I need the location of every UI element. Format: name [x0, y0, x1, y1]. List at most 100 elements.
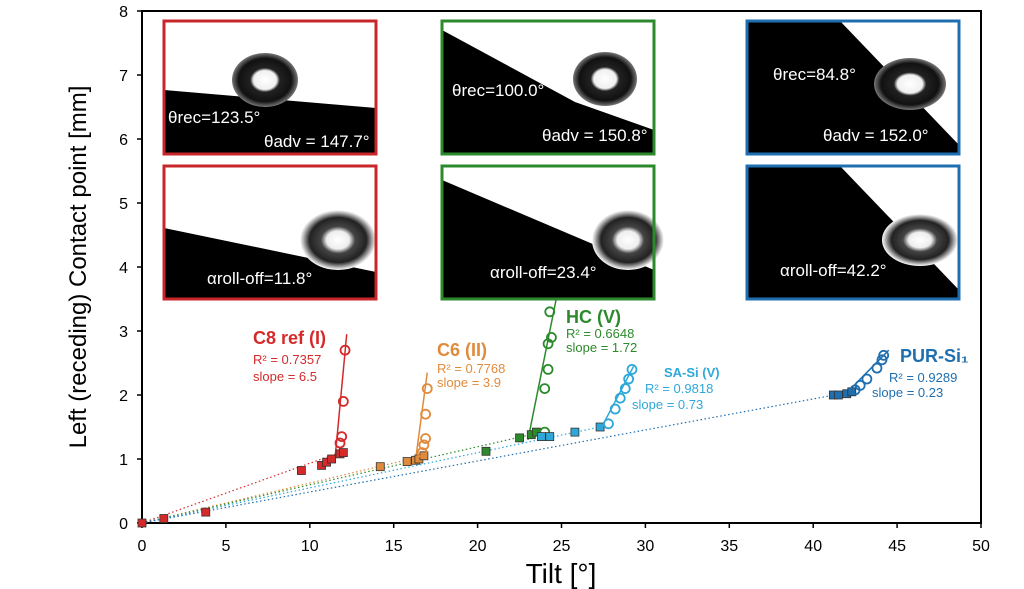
inset-2-label-rec: θrec=100.0°: [452, 81, 544, 100]
fit-line-origin: [141, 450, 344, 524]
series-slope-c6: slope = 3.9: [437, 375, 501, 390]
x-tick-label: 40: [804, 538, 822, 555]
inset-c8-tilted: [162, 19, 378, 156]
inset-1-label-adv: θadv = 147.7°: [264, 132, 370, 151]
inset-1-label-rec: θrec=123.5°: [168, 108, 260, 127]
data-point-circle: [334, 437, 346, 449]
data-point-square: [137, 518, 147, 528]
inset-photos: θrec=123.5° θadv = 147.7° θrec=100.0° θa…: [162, 19, 961, 301]
data-point-circle: [609, 403, 621, 415]
data-point-circle: [854, 379, 866, 391]
data-point-square: [297, 466, 306, 475]
data-points: [137, 287, 890, 528]
data-point-circle: [614, 392, 626, 404]
series-slope-pursi: slope = 0.23: [872, 385, 943, 400]
data-point-circle: [339, 344, 351, 356]
y-axis-title: Left (receding) Contact point [mm]: [65, 86, 92, 449]
y-tick-label: 6: [119, 132, 128, 149]
y-tick-label: 1: [119, 452, 128, 469]
x-tick-label: 35: [720, 538, 738, 555]
data-point-circle: [546, 331, 557, 343]
x-tick-label: 10: [301, 538, 319, 555]
data-point-circle: [337, 395, 349, 407]
data-point-circle: [619, 383, 631, 395]
data-point-square: [481, 446, 491, 456]
inset-pur-tilted: [745, 19, 961, 156]
data-point-circle: [626, 363, 638, 375]
series-name-hc: HC (V): [566, 307, 621, 327]
fit-line-origin: [141, 432, 537, 524]
data-point-circle: [623, 373, 635, 385]
data-point-circle: [420, 408, 431, 420]
data-point-circle: [603, 418, 614, 430]
series-slope-c8: slope = 6.5: [253, 369, 317, 384]
inset-pur-rolloff: [745, 164, 961, 301]
y-tick-label: 2: [119, 388, 128, 405]
data-point-circle: [542, 363, 554, 375]
inset-5-label-rolloff: αroll-off=23.4°: [490, 263, 597, 282]
x-tick-label: 25: [553, 538, 571, 555]
data-point-circle: [420, 433, 431, 444]
inset-4-label-rolloff: αroll-off=11.8°: [207, 269, 312, 288]
inset-6-label-rolloff: αroll-off=42.2°: [780, 261, 887, 280]
y-tick-label: 4: [119, 260, 128, 277]
data-point-square: [375, 462, 385, 472]
series-r2-sasi: R² = 0.9818: [645, 381, 713, 396]
inset-2-label-adv: θadv = 150.8°: [542, 126, 648, 145]
series-name-c8: C8 ref (I): [253, 328, 326, 348]
data-point-circle: [539, 383, 551, 395]
data-point-circle: [336, 431, 348, 443]
data-point-square: [536, 432, 546, 442]
fit-lines: [141, 289, 890, 524]
data-point-circle: [416, 447, 428, 459]
data-point-square: [338, 448, 348, 458]
x-tick-label: 5: [221, 538, 230, 555]
x-tick-label: 0: [138, 538, 147, 555]
data-point-square: [159, 514, 169, 523]
series-name-pursi: PUR-Si₁: [900, 346, 968, 366]
x-tick-label: 50: [972, 538, 990, 555]
series-slope-hc: slope = 1.72: [566, 340, 637, 355]
x-tick-label: 30: [637, 538, 655, 555]
data-point-square: [545, 432, 555, 442]
y-tick-label: 3: [119, 324, 128, 341]
data-point-circle: [418, 439, 430, 451]
inset-hc-tilted: [440, 19, 656, 156]
inset-3-label-rec: θrec=84.8°: [773, 65, 856, 84]
y-tick-label: 5: [119, 196, 128, 213]
series-name-c6: C6 (II): [437, 340, 487, 360]
inset-hc-rolloff: [440, 164, 664, 301]
y-tick-label: 8: [119, 4, 128, 21]
data-point-circle: [421, 383, 433, 395]
x-tick-label: 15: [385, 538, 403, 555]
data-point-square: [595, 422, 605, 432]
data-point-square: [833, 390, 843, 400]
series-name-sasi: SA-Si (V): [664, 365, 720, 380]
series-r2-c8: R² = 0.7357: [253, 352, 321, 367]
fit-line-origin: [141, 391, 852, 524]
data-point-circle: [861, 373, 873, 385]
data-point-square: [402, 457, 412, 466]
data-point-circle: [544, 306, 556, 318]
series-slope-sasi: slope = 0.73: [632, 397, 703, 412]
series-r2-pursi: R² = 0.9289: [889, 370, 957, 385]
y-tick-label: 7: [119, 68, 128, 85]
fit-line-origin: [141, 426, 601, 524]
series-r2-hc: R² = 0.6648: [566, 326, 634, 341]
data-point-square: [327, 454, 337, 464]
x-axis-title: Tilt [°]: [526, 558, 597, 589]
data-point-circle: [878, 349, 890, 361]
y-tick-label: 0: [119, 516, 128, 533]
x-tick-label: 45: [888, 538, 906, 555]
series-r2-c6: R² = 0.7768: [437, 361, 505, 376]
data-point-square: [570, 427, 580, 437]
data-point-square: [515, 433, 524, 443]
inset-c8-rolloff: [162, 164, 378, 301]
series-annotations: C8 ref (I) R² = 0.7357 slope = 6.5 C6 (I…: [253, 307, 968, 412]
inset-3-label-adv: θadv = 152.0°: [823, 126, 929, 145]
x-tick-label: 20: [469, 538, 487, 555]
data-point-circle: [871, 362, 883, 374]
data-point-square: [201, 507, 211, 517]
